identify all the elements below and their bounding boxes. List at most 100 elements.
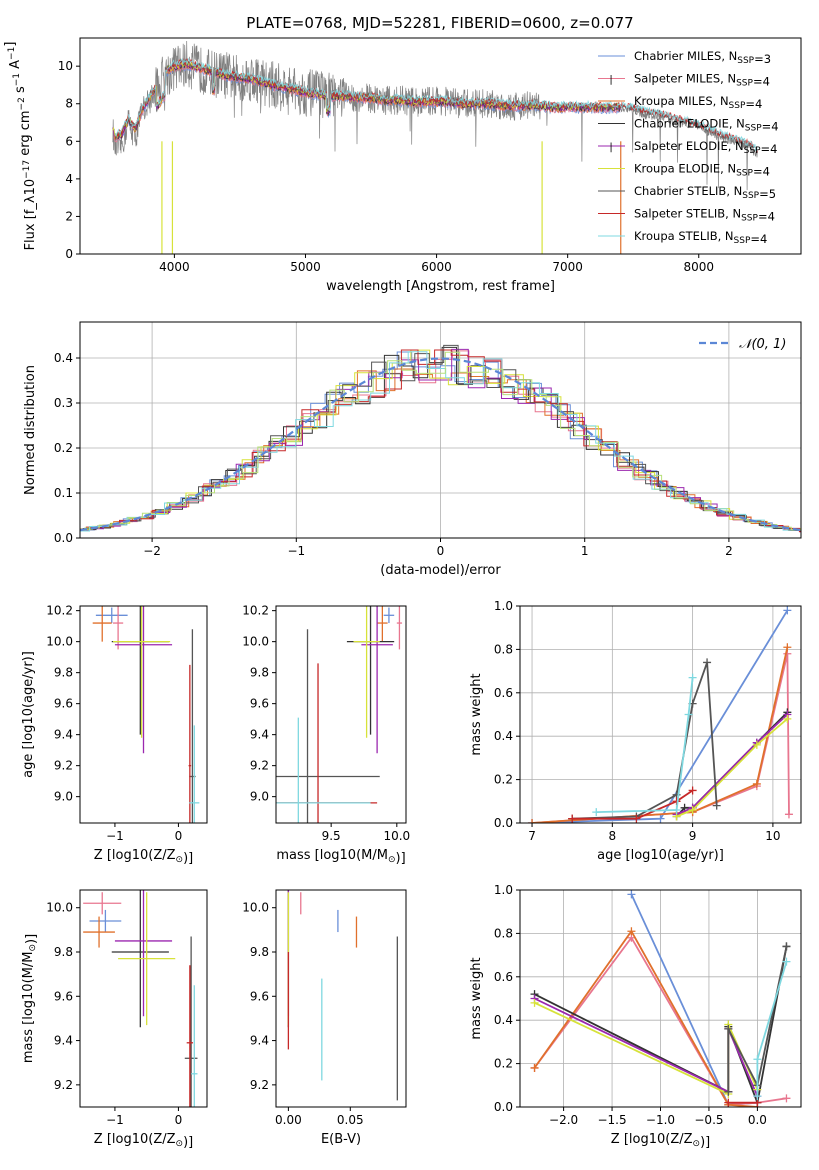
weight-marker <box>752 779 761 788</box>
x-tick-label: 0 <box>175 829 183 843</box>
x-tick-label: 0.05 <box>337 1113 364 1127</box>
label-part: ⊙ <box>28 944 38 952</box>
x-tick-label: −2 <box>143 544 161 558</box>
legend-label: 𝒩(0, 1) <box>739 337 786 352</box>
label-part: mass [log10(M/M <box>21 952 36 1064</box>
label-part: age [log10(age/yr)] <box>597 848 724 863</box>
label-part: age [log10(age/yr)] <box>21 651 36 778</box>
legend-label: Kroupa ELODIE, NSSP=4 <box>634 162 770 179</box>
x-tick-label: 8000 <box>683 260 714 274</box>
y-tick-label: 0.0 <box>54 531 73 545</box>
y-tick-label: 1.0 <box>494 883 513 897</box>
y-tick-label: 0.8 <box>494 926 513 940</box>
label-part: wavelength [Angstrom, rest frame] <box>326 279 555 294</box>
weight-marker <box>688 673 697 682</box>
age-vs-z-axes: −1 0 9.0 9.2 9.4 9.6 9.8 10.0 10.2 Z [log10(Z/Z⊙)… <box>21 604 208 866</box>
x-tick-label: 0.00 <box>275 1113 302 1127</box>
weight-marker <box>724 1087 733 1096</box>
y-tick-label: 10.0 <box>46 901 73 915</box>
label-part: −2 <box>17 97 27 110</box>
weight-vs-z-xlabel: Z [log10(Z/Z⊙)] <box>611 1132 710 1150</box>
age-vs-mass-plot-area <box>276 606 403 823</box>
x-tick-label: −1 <box>106 829 124 843</box>
x-tick-label: 2 <box>725 544 733 558</box>
residual-hist-xlabel: (data-model)/error <box>380 563 501 578</box>
legend-label: Salpeter MILES, NSSP=4 <box>634 72 770 89</box>
label-part: Kroupa MILES, N <box>634 94 729 108</box>
y-tick-label: 9.8 <box>54 666 73 680</box>
weight-line <box>533 929 758 1107</box>
x-tick-label: 4000 <box>159 260 190 274</box>
weight-marker <box>530 998 539 1007</box>
y-tick-label: 10.0 <box>46 635 73 649</box>
age-vs-z-ylabel: age [log10(age/yr)] <box>21 651 36 778</box>
x-tick-label: 8 <box>609 829 617 843</box>
weight-marker <box>568 814 577 823</box>
weight-vs-age-ylabel: mass weight <box>469 673 484 755</box>
model-spectrum-line <box>115 57 758 152</box>
weight-vs-age-axes: 7 8 9 10 0.0 0.2 0.4 0.6 0.8 1.0 age [log10(age/yr… <box>469 599 802 863</box>
y-tick-label: 0.1 <box>54 486 73 500</box>
legend-marker: | <box>609 75 612 86</box>
y-tick-label: 9.4 <box>250 1034 269 1048</box>
x-tick-label: 0.0 <box>748 1113 767 1127</box>
weight-vs-age-xlabel: age [log10(age/yr)] <box>597 848 724 863</box>
label-part: =5 <box>759 187 776 201</box>
label-part: )] <box>183 1135 193 1150</box>
y-tick-label: 9.0 <box>250 790 269 804</box>
x-tick-label: −0.5 <box>694 1113 723 1127</box>
legend-label: Chabrier ELODIE, NSSP=4 <box>634 117 779 134</box>
label-part: mass weight <box>469 673 484 755</box>
y-tick-label: 0.4 <box>494 729 513 743</box>
weight-marker <box>627 890 636 899</box>
legend-label: Salpeter STELIB, NSSP=4 <box>634 207 775 224</box>
y-tick-label: 9.6 <box>250 697 269 711</box>
y-tick-label: 9.6 <box>54 989 73 1003</box>
y-tick-label: 9.4 <box>250 728 269 742</box>
weight-marker <box>782 957 791 966</box>
label-part: )] <box>396 851 406 866</box>
spectrum-axes: 4000 5000 6000 7000 8000 0 2 4 6 8 10 wavelength [A… <box>3 37 802 294</box>
label-part: SSP <box>736 169 753 179</box>
y-tick-label: 9.4 <box>54 728 73 742</box>
y-tick-label: 10.2 <box>46 604 73 618</box>
label-part: =3 <box>754 52 771 66</box>
age-vs-mass-xlabel: mass [log10(M/M⊙)] <box>276 848 405 866</box>
label-part: Kroupa ELODIE, N <box>634 162 736 176</box>
y-tick-label: 9.0 <box>54 790 73 804</box>
x-tick-label: −2.0 <box>549 1113 578 1127</box>
label-part: =4 <box>745 97 762 111</box>
residual-hist-axes: −2 −1 0 1 2 0.0 0.1 0.2 0.3 0.4 (data-model)/error… <box>23 321 802 578</box>
label-part: mass [log10(M/M <box>276 848 388 863</box>
label-part: Z [log10(Z/Z <box>94 848 176 863</box>
mass-vs-z-xlabel: Z [log10(Z/Z⊙)] <box>94 1132 193 1150</box>
label-part: =4 <box>750 232 767 246</box>
x-tick-label: 9.5 <box>322 829 341 843</box>
legend-label: Salpeter ELODIE, NSSP=4 <box>634 139 777 156</box>
y-tick-label: 0.0 <box>494 816 513 830</box>
label-part: SSP <box>745 124 762 134</box>
age-vs-mass-axes: 9.5 10.0 9.0 9.2 9.4 9.6 9.8 10.0 10.2 mass [log1… <box>242 604 410 866</box>
histogram-legend: 𝒩(0, 1) <box>699 337 786 352</box>
weight-line <box>676 713 789 816</box>
label-part: Flux [f_λ10 <box>23 179 38 251</box>
weight-marker <box>724 1024 733 1033</box>
label-part: −1 <box>7 47 17 60</box>
y-tick-label: 6 <box>65 134 73 148</box>
x-tick-label: −1 <box>287 544 305 558</box>
y-tick-label: 1.0 <box>494 599 513 613</box>
label-part: ⊙ <box>176 1139 184 1149</box>
weight-marker <box>528 819 537 823</box>
x-tick-label: 5000 <box>290 260 321 274</box>
x-tick-label: 1 <box>581 544 589 558</box>
x-tick-label: 0 <box>437 544 445 558</box>
y-tick-label: 9.6 <box>250 989 269 1003</box>
y-tick-label: 9.8 <box>250 945 269 959</box>
legend-label: Chabrier STELIB, NSSP=5 <box>634 184 776 201</box>
y-tick-label: 9.2 <box>250 759 269 773</box>
label-part: =4 <box>753 75 770 89</box>
label-part: ⊙ <box>693 1139 701 1149</box>
spectrum-plot-area <box>112 40 759 254</box>
age-vs-z-plot-area <box>92 606 200 823</box>
weight-vs-z-plot-area <box>520 890 801 1107</box>
